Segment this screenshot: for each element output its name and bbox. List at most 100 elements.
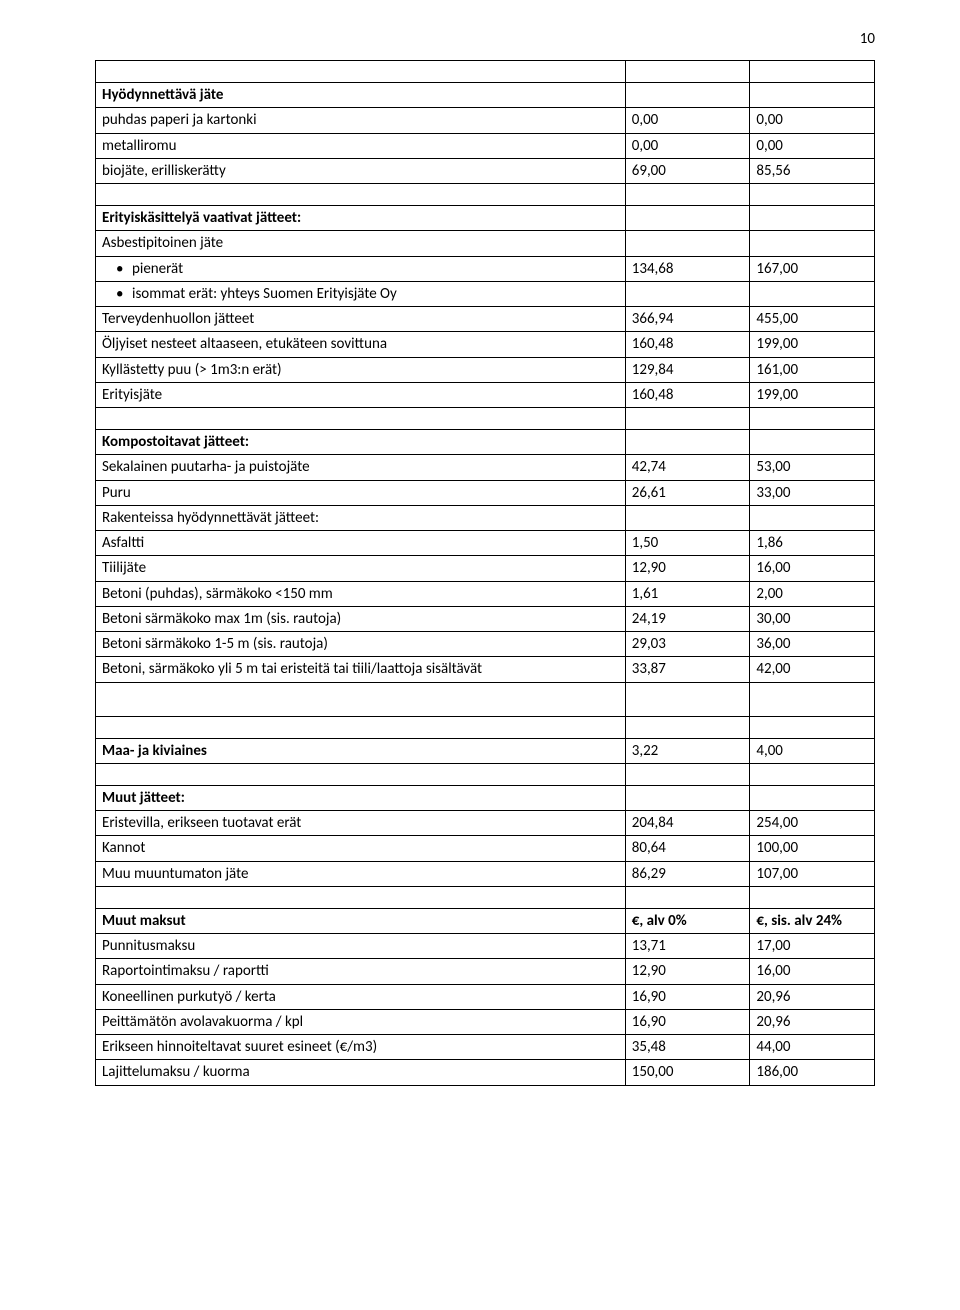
cell-label: Lajittelumaksu / kuorma: [96, 1060, 626, 1085]
cell-label: Muut maksut: [96, 908, 626, 933]
cell-value-1: 134,68: [625, 256, 750, 281]
cell-value-2: [750, 281, 875, 306]
cell-label: Tiilijäte: [96, 556, 626, 581]
cell-value-2: 33,00: [750, 480, 875, 505]
cell-value-1: 1,61: [625, 581, 750, 606]
cell-value-1: 12,90: [625, 959, 750, 984]
table-row: Rakenteissa hyödynnettävät jätteet:: [96, 505, 875, 530]
cell-value-2: 20,96: [750, 1009, 875, 1034]
cell-value-2: 4,00: [750, 738, 875, 763]
cell-value-2: 167,00: [750, 256, 875, 281]
cell-label: puhdas paperi ja kartonki: [96, 108, 626, 133]
cell-value-1: [625, 430, 750, 455]
cell-value-2: 107,00: [750, 861, 875, 886]
cell-value-2: [750, 505, 875, 530]
cell-value-1: 160,48: [625, 382, 750, 407]
cell-value-2: 36,00: [750, 632, 875, 657]
cell-value-2: 199,00: [750, 382, 875, 407]
cell-label: Betoni, särmäkoko yli 5 m tai eristeitä …: [96, 657, 626, 682]
cell-value-2: 100,00: [750, 836, 875, 861]
cell-value-2: [750, 763, 875, 785]
cell-label: Sekalainen puutarha- ja puistojäte: [96, 455, 626, 480]
table-row: Betoni, särmäkoko yli 5 m tai eristeitä …: [96, 657, 875, 682]
cell-value-2: 17,00: [750, 934, 875, 959]
cell-value-1: 86,29: [625, 861, 750, 886]
table-row: Muut jätteet:: [96, 785, 875, 810]
page-number: 10: [860, 30, 875, 48]
cell-label: Terveydenhuollon jätteet: [96, 307, 626, 332]
cell-label: Koneellinen purkutyö / kerta: [96, 984, 626, 1009]
cell-value-1: [625, 505, 750, 530]
cell-label: Peittämätön avolavakuorma / kpl: [96, 1009, 626, 1034]
table-row: Öljyiset nesteet altaaseen, etukäteen so…: [96, 332, 875, 357]
cell-value-1: 24,19: [625, 606, 750, 631]
table-row: [96, 682, 875, 716]
table-row: Erityiskäsittelyä vaativat jätteet:: [96, 206, 875, 231]
cell-label: Kannot: [96, 836, 626, 861]
cell-value-2: 1,86: [750, 531, 875, 556]
table-row: [96, 61, 875, 83]
cell-value-1: [625, 281, 750, 306]
cell-label: isommat erät: yhteys Suomen Erityisjäte …: [96, 281, 626, 306]
cell-label: biojäte, erilliskerätty: [96, 158, 626, 183]
cell-label: [96, 184, 626, 206]
cell-label: [96, 682, 626, 716]
cell-label: Betoni särmäkoko 1-5 m (sis. rautoja): [96, 632, 626, 657]
table-row: Betoni (puhdas), särmäkoko <150 mm1,612,…: [96, 581, 875, 606]
cell-label: Asfaltti: [96, 531, 626, 556]
cell-value-2: [750, 184, 875, 206]
table-row: Betoni särmäkoko 1-5 m (sis. rautoja)29,…: [96, 632, 875, 657]
cell-value-1: 0,00: [625, 133, 750, 158]
cell-value-1: 42,74: [625, 455, 750, 480]
cell-label: Punnitusmaksu: [96, 934, 626, 959]
cell-label: [96, 408, 626, 430]
table-row: Kannot80,64100,00: [96, 836, 875, 861]
cell-value-2: 161,00: [750, 357, 875, 382]
table-row: metalliromu0,000,00: [96, 133, 875, 158]
cell-label: [96, 716, 626, 738]
cell-label: pienerät: [96, 256, 626, 281]
cell-value-1: [625, 763, 750, 785]
cell-label: Kyllästetty puu (> 1m3:n erät): [96, 357, 626, 382]
cell-value-1: 16,90: [625, 984, 750, 1009]
cell-label: Betoni (puhdas), särmäkoko <150 mm: [96, 581, 626, 606]
cell-label: Asbestipitoinen jäte: [96, 231, 626, 256]
cell-label: [96, 763, 626, 785]
cell-label: Kompostoitavat jätteet:: [96, 430, 626, 455]
cell-value-2: [750, 61, 875, 83]
cell-value-2: 53,00: [750, 455, 875, 480]
cell-value-2: [750, 231, 875, 256]
cell-value-1: [625, 682, 750, 716]
cell-value-2: 20,96: [750, 984, 875, 1009]
cell-value-2: 254,00: [750, 811, 875, 836]
pricing-table: Hyödynnettävä jätepuhdas paperi ja karto…: [95, 60, 875, 1086]
table-row: Puru26,6133,00: [96, 480, 875, 505]
table-row: puhdas paperi ja kartonki0,000,00: [96, 108, 875, 133]
table-row: Koneellinen purkutyö / kerta16,9020,96: [96, 984, 875, 1009]
cell-value-1: [625, 886, 750, 908]
cell-value-1: 160,48: [625, 332, 750, 357]
table-row: Asfaltti1,501,86: [96, 531, 875, 556]
table-row: [96, 408, 875, 430]
cell-value-1: 69,00: [625, 158, 750, 183]
cell-value-1: 0,00: [625, 108, 750, 133]
cell-value-2: [750, 408, 875, 430]
table-row: [96, 716, 875, 738]
cell-label: Maa- ja kiviaines: [96, 738, 626, 763]
cell-label: Öljyiset nesteet altaaseen, etukäteen so…: [96, 332, 626, 357]
page-container: 10 Hyödynnettävä jätepuhdas paperi ja ka…: [0, 0, 960, 1146]
cell-value-1: 26,61: [625, 480, 750, 505]
table-row: Terveydenhuollon jätteet366,94455,00: [96, 307, 875, 332]
cell-value-2: 42,00: [750, 657, 875, 682]
cell-label: Eristevilla, erikseen tuotavat erät: [96, 811, 626, 836]
cell-value-2: [750, 716, 875, 738]
cell-value-2: [750, 206, 875, 231]
cell-value-1: [625, 83, 750, 108]
table-row: isommat erät: yhteys Suomen Erityisjäte …: [96, 281, 875, 306]
cell-value-2: [750, 682, 875, 716]
table-row: Raportointimaksu / raportti12,9016,00: [96, 959, 875, 984]
cell-value-1: 35,48: [625, 1035, 750, 1060]
cell-value-1: €, alv 0%: [625, 908, 750, 933]
cell-value-1: 204,84: [625, 811, 750, 836]
table-row: Peittämätön avolavakuorma / kpl16,9020,9…: [96, 1009, 875, 1034]
